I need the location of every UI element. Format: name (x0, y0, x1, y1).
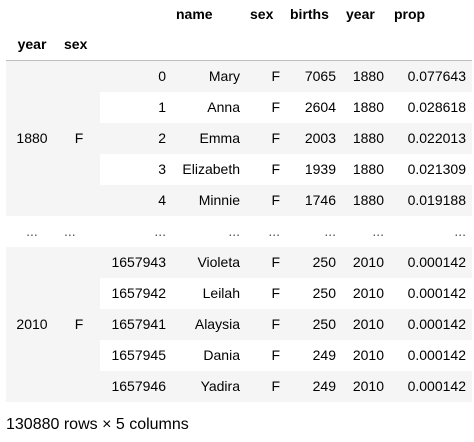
cell-sex: F (246, 185, 286, 216)
col-header-births: births (290, 6, 329, 22)
row-index: 1657945 (100, 340, 172, 371)
ellipsis-cell: ... (6, 216, 60, 247)
cell-year: 2010 (342, 278, 390, 309)
row-index: 1657943 (100, 247, 172, 278)
cell-name: Leilah (172, 278, 246, 309)
col-header-sex: sex (250, 6, 274, 22)
cell-births: 250 (286, 247, 342, 278)
row-index: 4 (100, 185, 172, 216)
table-row: 1657945 Dania F 249 2010 0.000142 (6, 340, 472, 371)
cell-name: Alaysia (172, 309, 246, 340)
cell-year: 1880 (342, 60, 390, 92)
cell-name: Dania (172, 340, 246, 371)
cell-name: Anna (172, 92, 246, 123)
table-row: 1657946 Yadira F 249 2010 0.000142 (6, 371, 472, 402)
cell-births: 2003 (286, 123, 342, 154)
table-row: 3 Elizabeth F 1939 1880 0.021309 (6, 154, 472, 185)
index-level-year: 2010 (6, 247, 60, 402)
col-header-name: name (176, 6, 213, 22)
table-row: 1657941 Alaysia F 250 2010 0.000142 (6, 309, 472, 340)
index-header-row: year sex (6, 28, 472, 61)
ellipsis-cell: ... (172, 216, 246, 247)
cell-births: 2604 (286, 92, 342, 123)
cell-year: 1880 (342, 185, 390, 216)
cell-name: Minnie (172, 185, 246, 216)
index-level-sex: F (60, 247, 100, 402)
cell-sex: F (246, 123, 286, 154)
ellipsis-cell: ... (342, 216, 390, 247)
table-row: 2 Emma F 2003 1880 0.022013 (6, 123, 472, 154)
table-row: 1657942 Leilah F 250 2010 0.000142 (6, 278, 472, 309)
table-row: 4 Minnie F 1746 1880 0.019188 (6, 185, 472, 216)
cell-year: 1880 (342, 123, 390, 154)
cell-sex: F (246, 278, 286, 309)
cell-sex: F (246, 92, 286, 123)
cell-prop: 0.077643 (390, 60, 472, 92)
cell-sex: F (246, 60, 286, 92)
row-index: 1 (100, 92, 172, 123)
table-row: 2010 F 1657943 Violeta F 250 2010 0.0001… (6, 247, 472, 402)
cell-year: 2010 (342, 340, 390, 371)
cell-births: 1939 (286, 154, 342, 185)
cell-prop: 0.022013 (390, 123, 472, 154)
dataframe-shape-caption: 130880 rows × 5 columns (6, 416, 189, 433)
cell-births: 249 (286, 371, 342, 402)
row-index: 3 (100, 154, 172, 185)
ellipsis-cell: ... (100, 216, 172, 247)
index-name-year: year (17, 36, 47, 52)
row-index: 2 (100, 123, 172, 154)
cell-sex: F (246, 154, 286, 185)
cell-births: 249 (286, 340, 342, 371)
cell-births: 1746 (286, 185, 342, 216)
cell-births: 250 (286, 309, 342, 340)
row-index: 1657946 (100, 371, 172, 402)
ellipsis-cell: ... (390, 216, 472, 247)
dataframe-output: name sex births year prop year sex 1880 (6, 0, 472, 402)
cell-births: 7065 (286, 60, 342, 92)
cell-sex: F (246, 340, 286, 371)
cell-name: Yadira (172, 371, 246, 402)
cell-name: Violeta (172, 247, 246, 278)
cell-prop: 0.000142 (390, 371, 472, 402)
cell-year: 2010 (342, 247, 390, 278)
ellipsis-row: ... ... ... ... ... ... ... ... (6, 216, 472, 247)
cell-prop: 0.019188 (390, 185, 472, 216)
cell-sex: F (246, 309, 286, 340)
cell-name: Elizabeth (172, 154, 246, 185)
cell-year: 2010 (342, 309, 390, 340)
table-row: 1 Anna F 2604 1880 0.028618 (6, 92, 472, 123)
cell-sex: F (246, 371, 286, 402)
cell-year: 1880 (342, 154, 390, 185)
ellipsis-cell: ... (60, 216, 100, 247)
cell-prop: 0.000142 (390, 247, 472, 278)
col-header-year: year (346, 6, 375, 22)
dataframe-table: name sex births year prop year sex 1880 (6, 0, 472, 402)
cell-births: 250 (286, 278, 342, 309)
index-level-sex: F (60, 60, 100, 216)
cell-prop: 0.028618 (390, 92, 472, 123)
cell-year: 1880 (342, 92, 390, 123)
cell-sex: F (246, 247, 286, 278)
cell-prop: 0.000142 (390, 309, 472, 340)
row-index: 1657941 (100, 309, 172, 340)
table-row: 1880 F 0 Mary F 7065 1880 0.077643 (6, 60, 472, 216)
cell-prop: 0.021309 (390, 154, 472, 185)
cell-year: 2010 (342, 371, 390, 402)
ellipsis-cell: ... (286, 216, 342, 247)
cell-name: Emma (172, 123, 246, 154)
cell-name: Mary (172, 60, 246, 92)
row-index: 1657942 (100, 278, 172, 309)
cell-prop: 0.000142 (390, 340, 472, 371)
row-index: 0 (100, 60, 172, 92)
ellipsis-cell: ... (246, 216, 286, 247)
cell-prop: 0.000142 (390, 278, 472, 309)
column-header-row: name sex births year prop (6, 0, 472, 28)
index-name-sex: sex (64, 36, 88, 52)
col-header-prop: prop (394, 6, 426, 22)
index-level-year: 1880 (6, 60, 60, 216)
